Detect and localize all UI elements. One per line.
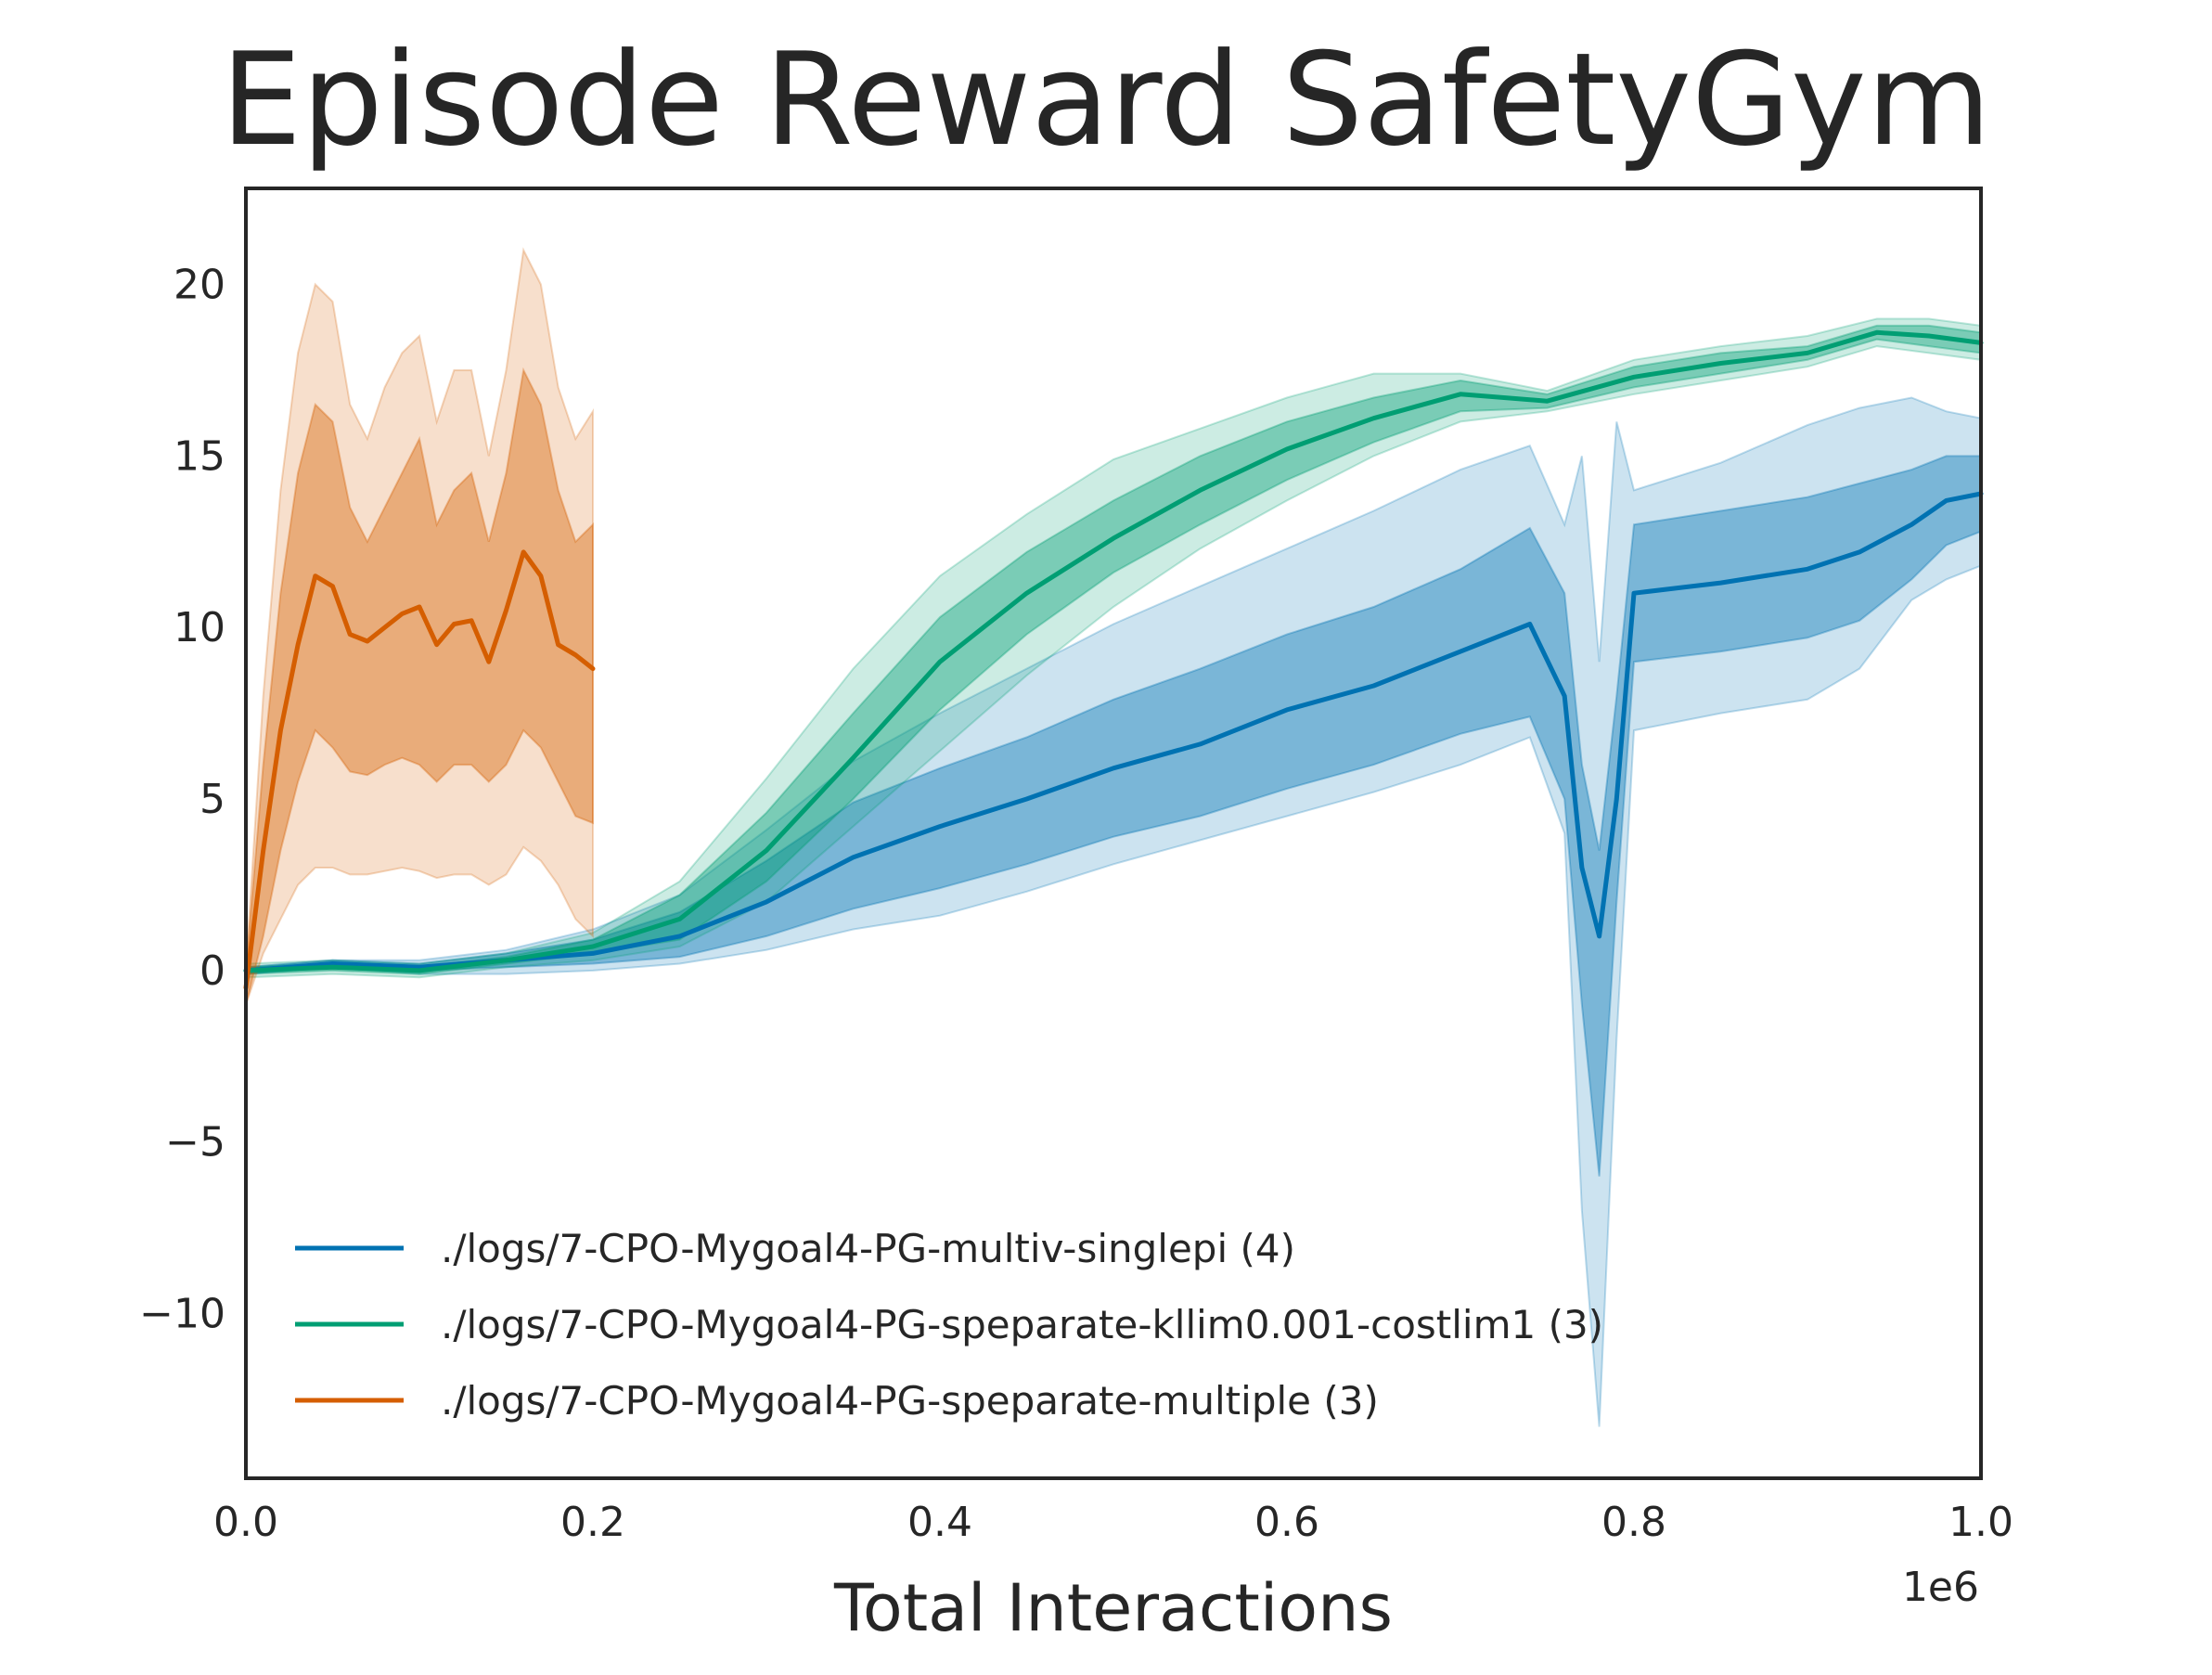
legend-label: ./logs/7-CPO-Mygoal4-PG-speparate-kllim0… — [441, 1302, 1603, 1347]
y-ticks: −10 −5 0 5 10 15 20 — [139, 262, 225, 1338]
series-3-inner-band — [245, 367, 594, 1006]
y-tick-label: 15 — [174, 432, 225, 480]
x-offset-text: 1e6 — [1902, 1564, 1979, 1611]
legend: ./logs/7-CPO-Mygoal4-PG-multiv-singlepi … — [295, 1226, 1603, 1424]
x-ticks: 0.0 0.2 0.4 0.6 0.8 1.0 — [213, 1499, 2013, 1546]
x-tick-label: 0.6 — [1254, 1499, 1319, 1546]
x-tick-label: 0.2 — [560, 1499, 625, 1546]
legend-label: ./logs/7-CPO-Mygoal4-PG-speparate-multip… — [441, 1378, 1379, 1424]
y-tick-label: −5 — [165, 1119, 225, 1166]
x-tick-label: 0.4 — [907, 1499, 972, 1546]
y-tick-label: 20 — [174, 262, 225, 309]
plot-frame — [244, 187, 1983, 1480]
legend-label: ./logs/7-CPO-Mygoal4-PG-multiv-singlepi … — [441, 1226, 1295, 1271]
series-3-line — [243, 549, 596, 990]
series-3-outer-band — [245, 247, 594, 1006]
y-tick-label: 10 — [174, 604, 225, 651]
x-axis-label: Total Interactions — [833, 1570, 1393, 1646]
y-tick-label: 5 — [199, 776, 225, 823]
y-tick-label: 0 — [199, 947, 225, 995]
series-lines — [243, 329, 1984, 990]
chart-title: Episode Reward SafetyGym — [221, 25, 1991, 174]
series-1-line — [243, 491, 1984, 973]
y-tick-label: −10 — [139, 1291, 225, 1338]
x-tick-label: 0.8 — [1601, 1499, 1666, 1546]
series-2-line — [243, 329, 1984, 973]
x-tick-label: 1.0 — [1948, 1499, 2013, 1546]
x-tick-label: 0.0 — [213, 1499, 278, 1546]
